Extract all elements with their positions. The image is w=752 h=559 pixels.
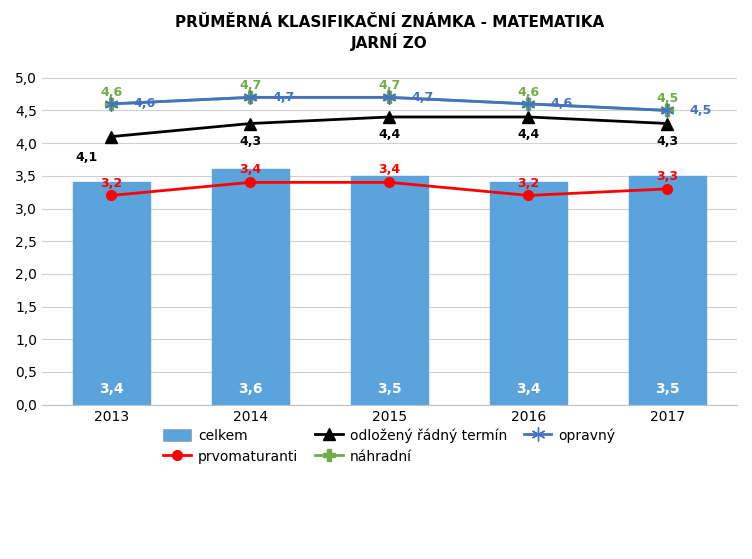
Bar (351, 176, 428, 405)
náhradní (246, 94, 255, 101)
náhradní (385, 94, 394, 101)
Text: 4,6: 4,6 (134, 97, 156, 110)
Text: 4,3: 4,3 (239, 135, 262, 148)
náhradní (524, 101, 533, 107)
Text: 4,5: 4,5 (690, 104, 712, 117)
odložený řádný termín (385, 113, 394, 120)
Text: 3,6: 3,6 (238, 382, 262, 396)
Text: 4,6: 4,6 (100, 86, 123, 99)
prvomaturanti (107, 192, 116, 199)
Text: 3,4: 3,4 (516, 382, 541, 396)
Text: 3,4: 3,4 (239, 163, 262, 177)
Text: 4,4: 4,4 (517, 128, 540, 141)
Text: 3,4: 3,4 (99, 382, 123, 396)
náhradní (107, 101, 116, 107)
opravný (385, 94, 394, 101)
Text: 3,4: 3,4 (378, 163, 401, 177)
Text: 4,5: 4,5 (656, 92, 678, 105)
Text: 3,5: 3,5 (655, 382, 680, 396)
Bar (212, 169, 289, 405)
odložený řádný termín (107, 133, 116, 140)
Text: 3,5: 3,5 (377, 382, 402, 396)
Bar (629, 176, 705, 405)
Text: 4,4: 4,4 (378, 128, 401, 141)
Text: 4,6: 4,6 (517, 86, 539, 99)
odložený řádný termín (246, 120, 255, 127)
Text: 4,7: 4,7 (411, 91, 434, 104)
Text: 4,1: 4,1 (75, 151, 98, 164)
Text: 4,7: 4,7 (273, 91, 295, 104)
Legend: celkem, prvomaturanti, odložený řádný termín, náhradní, opravný: celkem, prvomaturanti, odložený řádný te… (158, 423, 621, 469)
Line: opravný: opravný (105, 91, 675, 117)
Line: náhradní: náhradní (106, 92, 673, 116)
náhradní (663, 107, 672, 114)
Line: prvomaturanti: prvomaturanti (107, 178, 672, 200)
Text: 3,3: 3,3 (656, 170, 678, 183)
opravný (663, 107, 672, 114)
Title: PRŬMĚRNÁ KLASIFIKAČNÍ ZNÁMKA - MATEMATIKA
JARNÍ ZO: PRŬMĚRNÁ KLASIFIKAČNÍ ZNÁMKA - MATEMATIK… (174, 15, 604, 51)
prvomaturanti (246, 179, 255, 186)
Text: 3,2: 3,2 (100, 177, 123, 190)
prvomaturanti (663, 186, 672, 192)
Text: 4,6: 4,6 (550, 97, 573, 110)
Text: 3,2: 3,2 (517, 177, 539, 190)
Text: 4,7: 4,7 (239, 79, 262, 92)
Bar (73, 182, 150, 405)
Bar (490, 182, 567, 405)
prvomaturanti (524, 192, 533, 199)
Line: odložený řádný termín: odložený řádný termín (106, 111, 673, 142)
opravný (524, 101, 533, 107)
opravný (107, 101, 116, 107)
odložený řádný termín (524, 113, 533, 120)
Text: 4,7: 4,7 (378, 79, 401, 92)
opravný (246, 94, 255, 101)
prvomaturanti (385, 179, 394, 186)
odložený řádný termín (663, 120, 672, 127)
Text: 4,3: 4,3 (656, 135, 678, 148)
